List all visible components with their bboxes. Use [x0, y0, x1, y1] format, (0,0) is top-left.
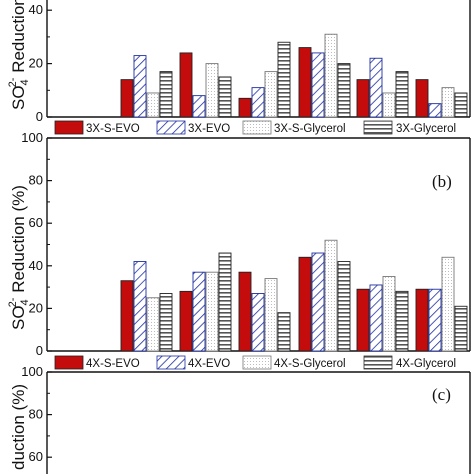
panel-a-bar-3x-s-glycerol-2	[205, 63, 219, 118]
panel-a-bar-3x-evo-6	[428, 103, 442, 118]
panel-b-y-tick-label: 60	[29, 215, 43, 230]
panel-b-bar-4x-s-glycerol-1	[146, 297, 160, 352]
panel-b-bar-4x-s-evo-4	[298, 256, 312, 352]
legend-b-swatch-2	[242, 355, 272, 370]
panel-a-bar-3x-s-evo-2	[179, 52, 193, 118]
panel-b-bar-4x-evo-5	[369, 284, 383, 352]
panel-a-y-tick-label: 20	[29, 56, 43, 71]
legend-b-label-1: 4X-EVO	[188, 358, 230, 370]
panel-b-bar-4x-s-evo-3	[238, 271, 252, 352]
panel-a-y-ticks: 0 20 40	[29, 2, 43, 124]
panel-c-y-tick-label: 100	[21, 364, 43, 379]
panel-b-bar-4x-s-evo-6	[415, 288, 429, 352]
panel-a-bar-3x-s-evo-4	[298, 47, 312, 118]
panel-a-bar-3x-s-glycerol-5	[382, 92, 396, 118]
panel-b-bar-4x-glycerol-2	[218, 252, 232, 352]
panel-a-bar-3x-s-evo-1	[120, 79, 134, 118]
panel-b-bar-4x-s-evo-5	[356, 288, 370, 352]
panel-c-axes	[46, 371, 471, 474]
panel-b-bar-4x-evo-3	[251, 293, 265, 352]
panel-a-bar-3x-glycerol-2	[218, 76, 232, 118]
panel-c-y-tick-label: 80	[29, 407, 43, 422]
legend-b-swatch-3	[363, 355, 393, 370]
legend-b-swatch-0	[54, 355, 84, 370]
panel-b-bar-4x-evo-1	[133, 261, 147, 352]
panel-b-bars	[120, 239, 468, 352]
panel-a-bar-3x-s-glycerol-6	[441, 87, 455, 118]
panel-a-bar-3x-s-glycerol-4	[324, 33, 338, 118]
panel-a-bar-3x-evo-5	[369, 57, 383, 118]
panel-b-bar-4x-s-glycerol-6	[441, 256, 455, 352]
panel-b-bar-4x-s-glycerol-2	[205, 271, 219, 352]
legend-a: 3X-S-EVO 3X-EVO 3X-S-Glycerol 3X-Glycero…	[54, 120, 456, 135]
panel-a-bar-3x-s-evo-6	[415, 79, 429, 118]
panel-c-y-tick-label: 60	[29, 449, 43, 464]
panel-a-bar-3x-glycerol-4	[337, 63, 351, 118]
panel-a-bars	[120, 33, 468, 118]
panel-b-y-tick-label: 100	[21, 130, 43, 145]
panel-b-bar-4x-glycerol-6	[454, 305, 468, 352]
legend-a-swatch-0	[54, 120, 84, 135]
legend-a-label-1: 3X-EVO	[188, 123, 230, 135]
panel-a-bar-3x-glycerol-5	[395, 71, 409, 118]
panel-b-y-tick-label: 40	[29, 258, 43, 273]
panel-c-label: (c)	[432, 385, 451, 404]
panel-c: (c) 100 80 60 duction (%)	[9, 364, 471, 474]
panel-a-bar-3x-s-glycerol-3	[264, 71, 278, 118]
panel-a-bar-3x-evo-3	[251, 87, 265, 118]
panel-a-bar-3x-s-evo-5	[356, 79, 370, 118]
panel-b-y-tick-label: 20	[29, 300, 43, 315]
panel-c-y-ticks: 100 80 60	[21, 364, 43, 464]
legend-b-label-2: 4X-S-Glycerol	[274, 358, 346, 370]
panel-b-bar-4x-evo-6	[428, 288, 442, 352]
panel-b-bar-4x-s-glycerol-3	[264, 278, 278, 352]
panel-b-bar-4x-evo-2	[192, 271, 206, 352]
panel-b-bar-4x-glycerol-3	[277, 312, 291, 352]
panel-a-bar-3x-glycerol-1	[159, 71, 173, 118]
panel-b: (b) 100 80 60 40 20 0 SO42- Reduction (%)	[7, 130, 471, 358]
panel-a-y-tick-label: 0	[36, 109, 43, 124]
panel-b-bar-4x-glycerol-1	[159, 293, 173, 352]
panel-c-y-axis-label: duction (%)	[9, 384, 28, 470]
panel-a-y-tick-label: 40	[29, 2, 43, 17]
panel-b-bar-4x-s-evo-1	[120, 280, 134, 352]
panel-a: 0 20 40 SO42- Reduction (%)	[7, 0, 471, 124]
panel-b-label: (b)	[432, 172, 452, 191]
legend-a-swatch-3	[363, 120, 393, 135]
panel-a-bar-3x-evo-2	[192, 95, 206, 118]
panel-b-y-tick-label: 80	[29, 173, 43, 188]
panel-b-bar-4x-s-evo-2	[179, 290, 193, 352]
legend-b-swatch-1	[156, 355, 186, 370]
legend-a-swatch-2	[242, 120, 272, 135]
panel-b-y-ticks: 100 80 60 40 20 0	[21, 130, 43, 358]
panel-b-bar-4x-glycerol-5	[395, 290, 409, 352]
panel-a-y-axis-label: SO42- Reduction (%)	[7, 0, 31, 110]
panel-b-y-axis-label: SO42- Reduction (%)	[7, 185, 31, 330]
panel-a-bar-3x-s-glycerol-1	[146, 92, 160, 118]
panel-a-bar-3x-evo-1	[133, 55, 147, 118]
legend-b-label-3: 4X-Glycerol	[396, 358, 456, 370]
panel-b-bar-4x-evo-4	[311, 252, 325, 352]
panel-b-bar-4x-s-glycerol-4	[324, 239, 338, 352]
panel-b-bar-4x-s-glycerol-5	[382, 276, 396, 352]
panel-b-bar-4x-glycerol-4	[337, 261, 351, 352]
legend-a-label-3: 3X-Glycerol	[396, 123, 456, 135]
legend-a-swatch-1	[156, 120, 186, 135]
panel-b-y-tick-label: 0	[36, 343, 43, 358]
panel-a-bar-3x-evo-4	[311, 52, 325, 118]
panel-a-bar-3x-glycerol-6	[454, 92, 468, 118]
legend-b-label-0: 4X-S-EVO	[86, 358, 140, 370]
legend-b: 4X-S-EVO 4X-EVO 4X-S-Glycerol 4X-Glycero…	[54, 355, 456, 370]
legend-a-label-2: 3X-S-Glycerol	[274, 123, 346, 135]
panel-a-bar-3x-s-evo-3	[238, 97, 252, 118]
legend-a-label-0: 3X-S-EVO	[86, 123, 140, 135]
panel-a-bar-3x-glycerol-3	[277, 41, 291, 118]
